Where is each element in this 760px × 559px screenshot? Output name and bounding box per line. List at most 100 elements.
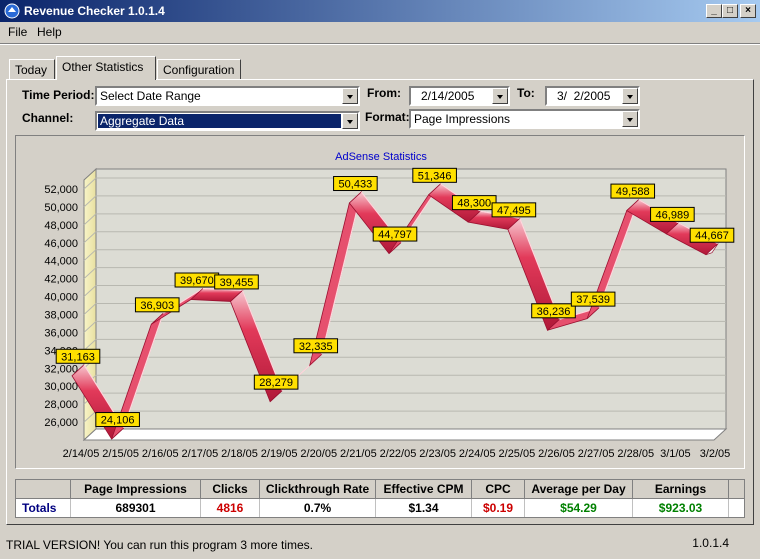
x-tick-label: 2/22/05 [380,448,417,460]
x-tick-label: 2/18/05 [221,448,258,460]
chevron-down-icon[interactable] [492,88,508,104]
x-tick-label: 2/25/05 [499,448,536,460]
chart-gridline-side [83,321,97,333]
totals-cpc: $0.19 [472,499,525,517]
totals-row-label: Totals [16,499,71,517]
ribbon-top-edge [123,313,164,429]
y-tick-label: 32,000 [44,363,78,375]
y-tick-label: 48,000 [44,220,78,232]
chevron-down-icon[interactable] [622,111,638,127]
time-period-label: Time Period: [22,88,95,102]
y-tick-label: 44,000 [44,256,78,268]
app-icon [4,3,20,19]
data-label: 44,667 [695,230,729,242]
y-tick-label: 26,000 [44,417,78,429]
channel-value: Aggregate Data [98,114,341,128]
data-label: 48,300 [457,198,491,210]
table-header-page-impressions: Page Impressions [71,480,201,499]
table-header-ctr: Clickthrough Rate [260,480,376,499]
data-label: 36,903 [140,300,174,312]
table-header-average: Average per Day [525,480,633,499]
totals-earnings: $923.03 [633,499,729,517]
data-label-box [610,183,656,199]
data-label-box [214,274,259,290]
format-select[interactable]: Page Impressions [409,109,640,129]
format-value: Page Impressions [414,112,511,126]
chart-gridline-side [83,410,97,423]
x-tick-label: 2/17/05 [182,448,219,460]
table-header-blank [16,480,71,499]
data-label: 46,989 [656,209,690,221]
x-tick-label: 2/28/05 [617,448,654,460]
time-period-select[interactable]: Select Date Range [95,86,360,106]
y-tick-label: 38,000 [44,309,78,321]
data-label-box [95,412,140,428]
adsense-chart: AdSense Statistics 26,000 28,000 30,000 32,… [44,151,735,460]
version-label: 1.0.1.4 [692,536,729,550]
to-label: To: [517,86,535,100]
tab-today[interactable]: Today [9,59,55,79]
chart-gridline-side [83,231,97,244]
y-tick-label: 52,000 [44,184,78,196]
data-label-box [372,226,418,242]
table-header-earnings: Earnings [633,480,729,499]
data-label: 39,455 [220,277,254,289]
ribbon-top-edge [202,287,243,292]
chart-gridline-side [83,249,97,262]
chevron-down-icon[interactable] [622,88,638,104]
data-label-box [491,202,537,218]
table-header-cpc: CPC [472,480,525,499]
ribbon-top-edge [519,218,561,320]
tab-configuration[interactable]: Configuration [157,59,241,79]
channel-select[interactable]: Aggregate Data [95,111,360,131]
table-header-clicks: Clicks [201,480,260,499]
menu-bar: File Help [0,22,760,42]
x-tick-label: 3/1/05 [660,448,691,460]
data-label: 24,106 [101,415,135,427]
data-label: 28,279 [259,377,293,389]
data-label: 49,588 [616,186,650,198]
chart-panel: AdSense Statistics 26,000 28,000 30,000 32,… [15,135,745,469]
x-tick-label: 2/27/05 [578,448,615,460]
totals-ctr: 0.7% [260,499,376,517]
data-label-box [333,176,378,192]
y-tick-label: 28,000 [44,399,78,411]
x-tick-label: 2/19/05 [261,448,298,460]
table-header-ecpm: Effective CPM [376,480,472,499]
data-label-box [55,348,101,364]
chevron-down-icon[interactable] [342,88,358,104]
from-label: From: [367,86,401,100]
data-label-box [531,303,576,319]
totals-clicks: 4816 [201,499,260,517]
y-tick-label: 30,000 [44,381,78,393]
maximize-button[interactable]: □ [722,4,738,18]
data-label: 51,346 [418,170,452,182]
ribbon-top-edge [598,199,640,308]
table-header-filler [729,480,744,499]
data-label: 50,433 [339,179,373,191]
tab-other-statistics[interactable]: Other Statistics [56,56,156,80]
data-label-box [293,338,339,354]
chart-gridline-side [83,177,97,190]
chevron-down-icon[interactable] [342,113,358,129]
totals-table: Page Impressions Clicks Clickthrough Rat… [15,479,745,518]
chart-gridline-side [83,303,97,315]
menu-file[interactable]: File [8,25,28,39]
ribbon-top-edge [321,191,362,355]
menu-help[interactable]: Help [37,25,62,39]
time-period-value: Select Date Range [100,89,201,103]
y-tick-label: 40,000 [44,292,78,304]
data-label: 47,495 [497,205,531,217]
x-tick-label: 2/15/05 [102,448,139,460]
totals-ecpm: $1.34 [376,499,472,517]
to-date-value: 3/ 2/2005 [557,89,611,103]
chart-gridline-side [83,195,97,208]
close-button[interactable]: × [740,4,756,18]
x-tick-label: 2/21/05 [340,448,377,460]
data-label: 32,335 [299,341,333,353]
chart-gridline-side [83,338,97,351]
minimize-button[interactable]: _ [706,4,722,18]
x-tick-label: 2/20/05 [300,448,337,460]
from-date-picker[interactable]: 2/14/2005 [409,86,510,106]
to-date-picker[interactable]: 3/ 2/2005 [545,86,640,106]
